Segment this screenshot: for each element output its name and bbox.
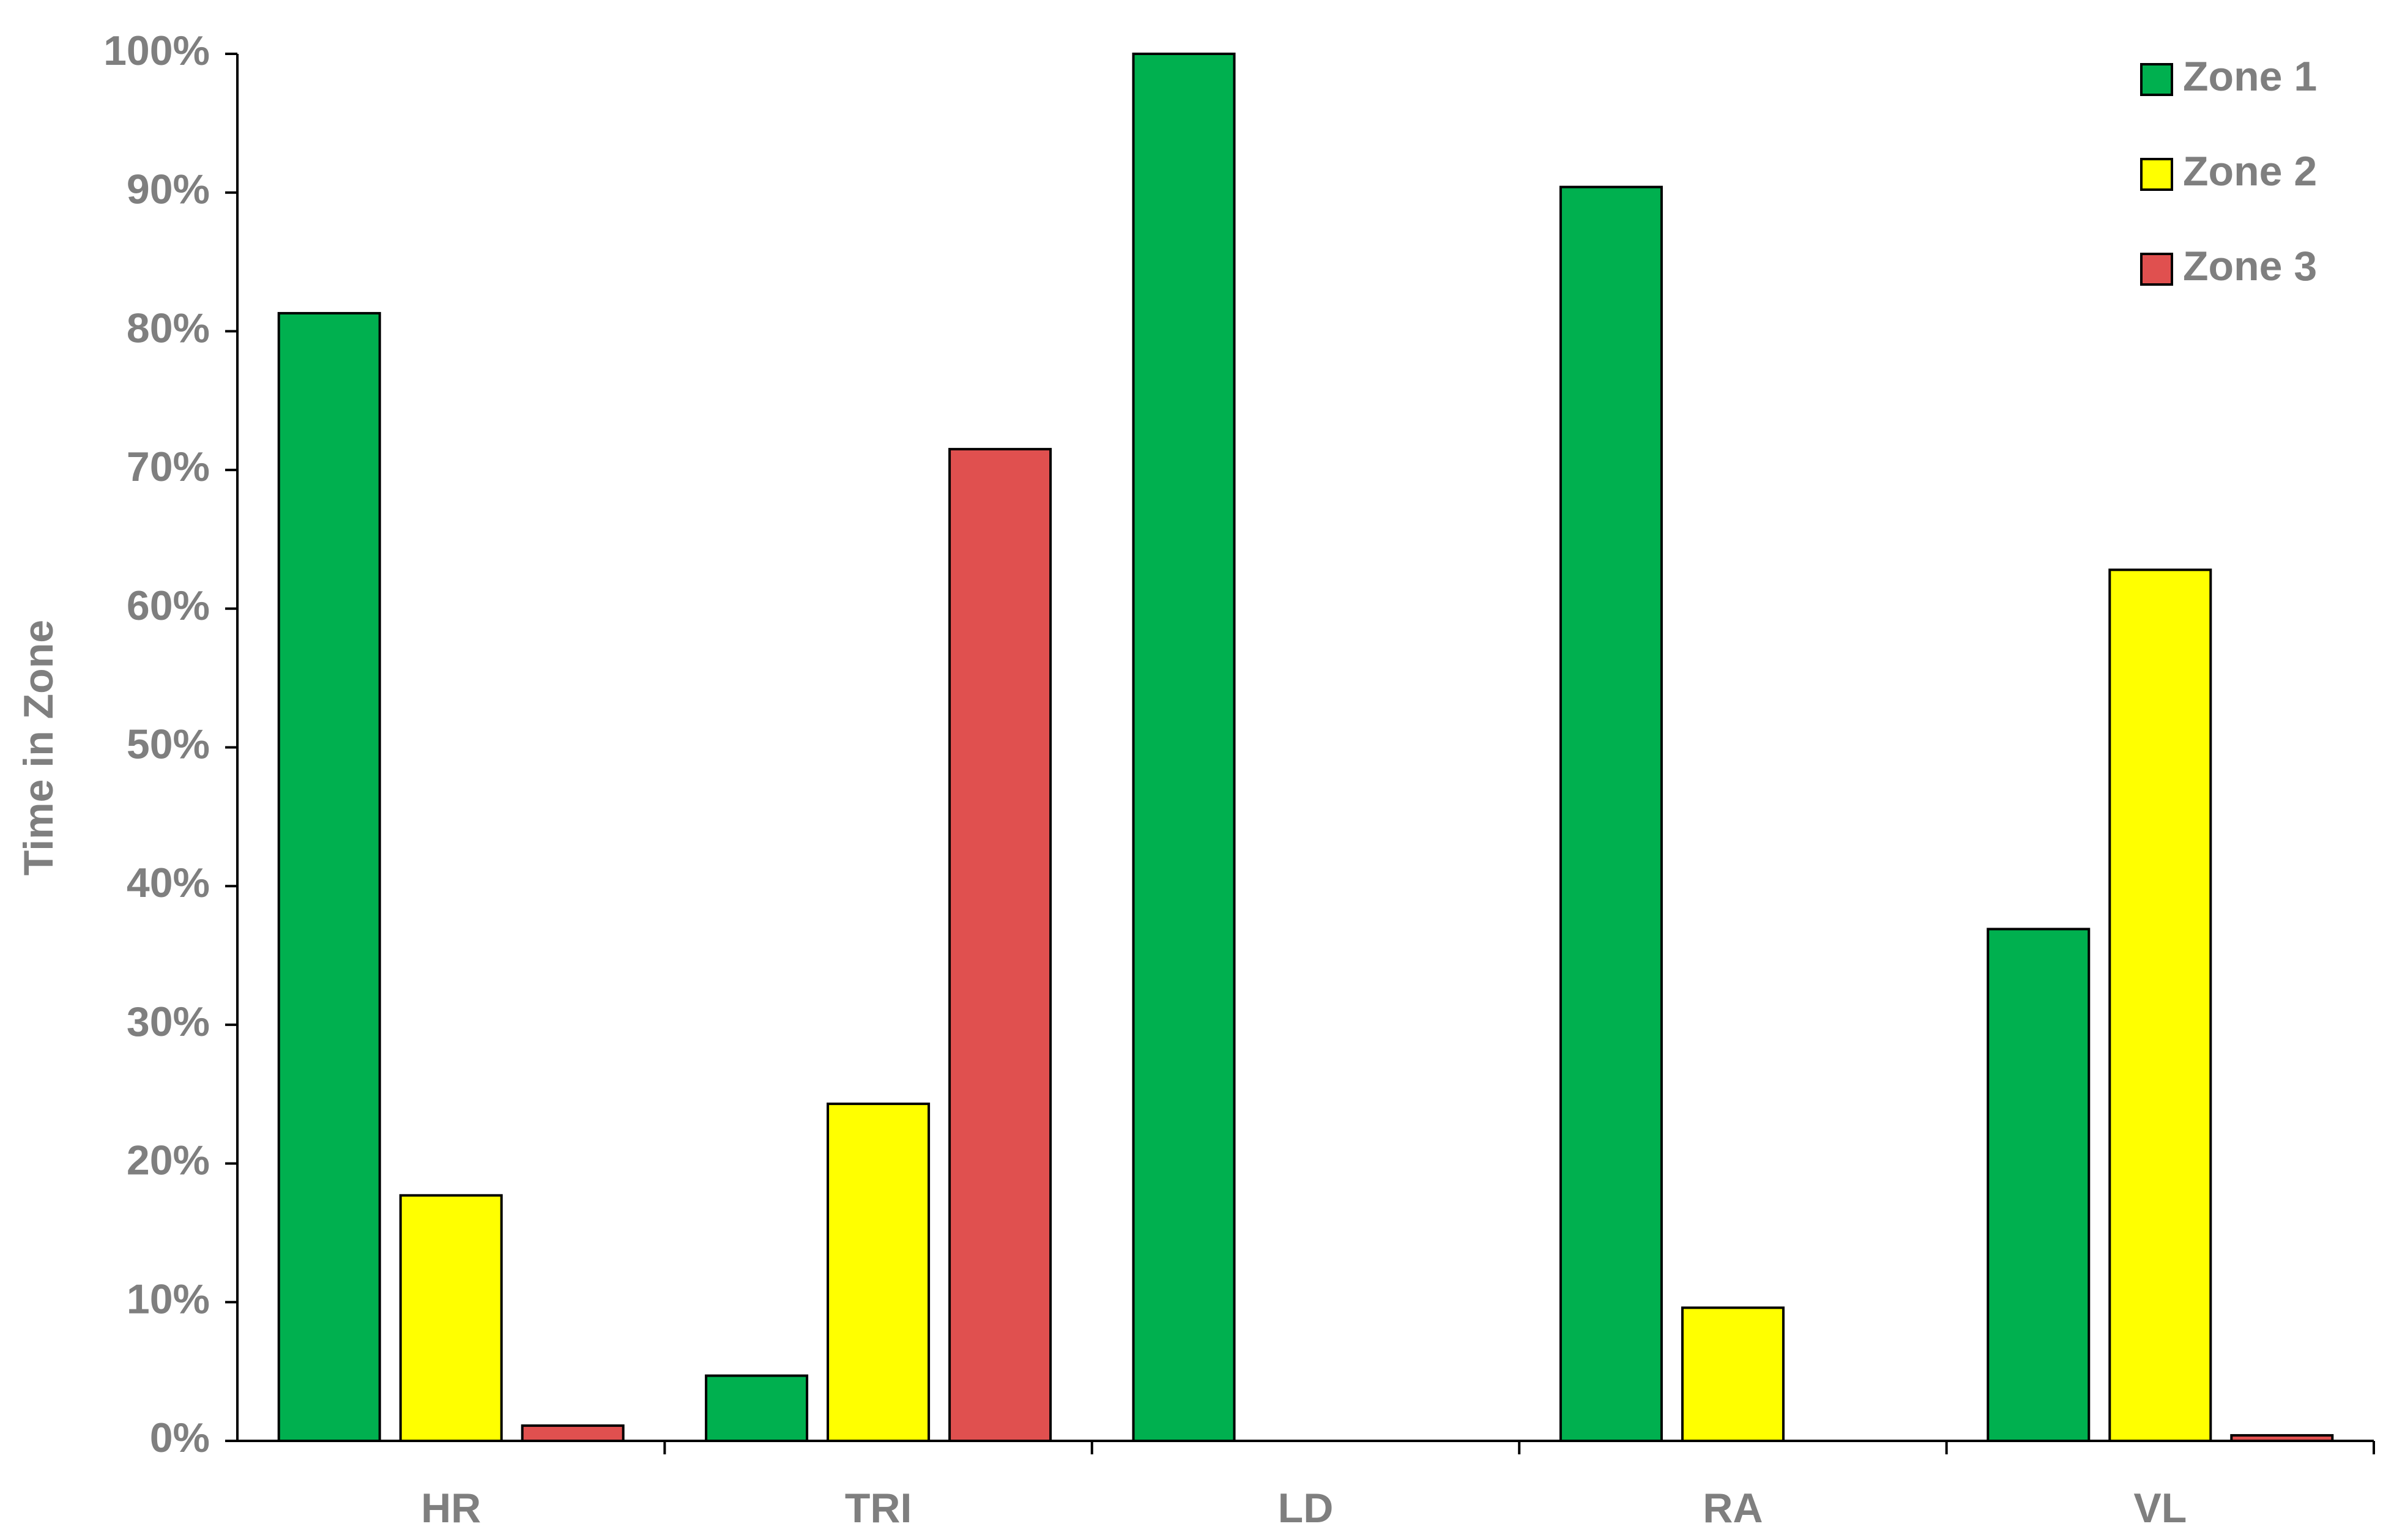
y-tick-label: 70% — [127, 444, 210, 490]
bar — [827, 1103, 931, 1442]
bar — [521, 1424, 625, 1442]
y-tick-label: 0% — [150, 1415, 210, 1461]
bar — [277, 311, 381, 1443]
legend-swatch — [2140, 158, 2173, 191]
bar — [705, 1374, 809, 1442]
y-axis-label: Time in Zone — [15, 620, 62, 876]
x-tick-label: RA — [1703, 1485, 1763, 1531]
bar — [2230, 1434, 2334, 1442]
legend-label: Zone 2 — [2183, 148, 2317, 195]
y-tick-label: 50% — [127, 721, 210, 767]
x-tick-label: TRI — [845, 1485, 912, 1531]
bar — [2108, 568, 2212, 1442]
bar — [1132, 53, 1236, 1442]
bar — [1559, 185, 1663, 1442]
x-tick-label: VL — [2133, 1485, 2187, 1531]
y-tick-label: 20% — [127, 1137, 210, 1184]
y-tick-label: 10% — [127, 1276, 210, 1322]
bar — [1681, 1306, 1785, 1442]
bar — [1987, 928, 2091, 1443]
x-tick-label: LD — [1278, 1485, 1334, 1531]
y-tick-label: 40% — [127, 860, 210, 906]
legend-swatch — [2140, 63, 2173, 96]
x-tick-label: HR — [421, 1485, 481, 1531]
y-tick-label: 30% — [127, 999, 210, 1045]
legend-label: Zone 3 — [2183, 243, 2317, 289]
y-tick-label: 80% — [127, 305, 210, 351]
bar — [399, 1194, 503, 1442]
y-tick-label: 100% — [103, 28, 210, 74]
y-tick-label: 60% — [127, 582, 210, 629]
legend-swatch — [2140, 253, 2173, 286]
bar — [948, 448, 1052, 1442]
y-tick-label: 90% — [127, 166, 210, 213]
legend-label: Zone 1 — [2183, 53, 2317, 100]
